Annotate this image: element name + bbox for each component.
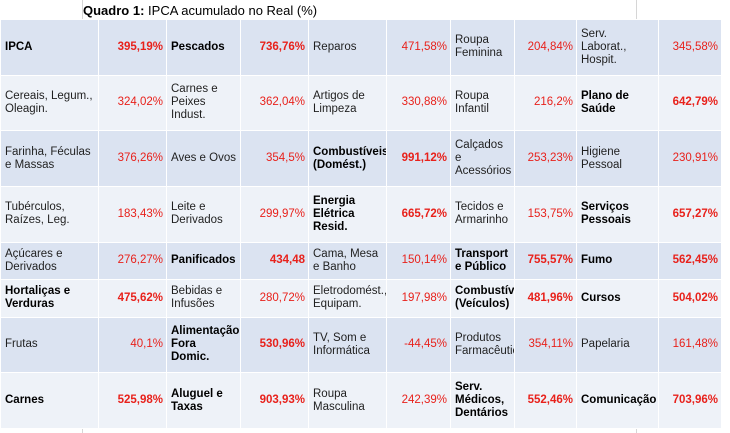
- table-caption: Quadro 1: IPCA acumulado no Real (%): [83, 3, 317, 19]
- table-row: IPCA 395,19% Pescados 736,76% Reparos 471,58%…: [0, 19, 722, 76]
- category-name: Carnes e Peixes Indust.: [166, 74, 241, 132]
- category-value: 150,14%: [386, 241, 451, 281]
- category-value: 552,46%: [514, 372, 577, 429]
- category-value: 991,12%: [386, 130, 451, 187]
- category-name: Artigos de Limpeza: [308, 74, 387, 132]
- category-name: Açúcares e Derivados: [0, 241, 99, 281]
- caption-label: Quadro 1:: [83, 3, 145, 18]
- category-name: Roupa Feminina: [450, 19, 515, 76]
- table-row: Tubérculos, Raízes, Leg. 183,43% Leite e D…: [0, 185, 722, 243]
- category-value: 253,23%: [514, 130, 577, 187]
- category-name: Plano de Saúde: [576, 74, 659, 132]
- category-value: 183,43%: [98, 185, 167, 243]
- category-value: 330,88%: [386, 74, 451, 132]
- category-name: Calçados e Acessórios: [450, 130, 515, 187]
- category-value: 642,79%: [658, 74, 722, 132]
- category-name: Carnes: [0, 372, 99, 429]
- category-name: TV, Som e Informática: [308, 316, 387, 374]
- ipca-table: IPCA 395,19% Pescados 736,76% Reparos 471,58%…: [0, 19, 722, 429]
- category-name: Eletrodomést., Equipam.: [308, 279, 387, 318]
- category-name: Combustíveis (Domést.): [308, 130, 387, 187]
- category-value: 376,26%: [98, 130, 167, 187]
- category-name: Alimentação Fora Domic.: [166, 316, 241, 374]
- category-name: Roupa Masculina: [308, 372, 387, 429]
- category-value: 362,04%: [240, 74, 309, 132]
- category-name: Tecidos e Armarinho: [450, 185, 515, 243]
- category-value: 324,02%: [98, 74, 167, 132]
- category-name: Aves e Ovos: [166, 130, 241, 187]
- category-value: 481,96%: [514, 279, 577, 318]
- category-value: 471,58%: [386, 19, 451, 76]
- category-name: Serviços Pessoais: [576, 185, 659, 243]
- category-name: Cursos: [576, 279, 659, 318]
- category-name: Serv. Laborat., Hospit.: [576, 19, 659, 76]
- category-value: 280,72%: [240, 279, 309, 318]
- category-name: Energia Elétrica Resid.: [308, 185, 387, 243]
- category-name: Leite e Derivados: [166, 185, 241, 243]
- category-value: 299,97%: [240, 185, 309, 243]
- category-value: 354,5%: [240, 130, 309, 187]
- category-value: 40,1%: [98, 316, 167, 374]
- caption-text: IPCA acumulado no Real (%): [148, 3, 318, 18]
- category-value: 354,11%: [514, 316, 577, 374]
- category-name: IPCA: [0, 19, 99, 76]
- table-row: Carnes 525,98% Aluguel e Taxas 903,93% Roupa…: [0, 372, 722, 429]
- table-row: Farinha, Féculas e Massas 376,26% Aves e O…: [0, 130, 722, 187]
- category-name: Cereais, Legum., Oleagin.: [0, 74, 99, 132]
- category-value: 345,58%: [658, 19, 722, 76]
- category-value: 204,84%: [514, 19, 577, 76]
- category-value: 230,91%: [658, 130, 722, 187]
- category-name: Roupa Infantil: [450, 74, 515, 132]
- category-value: 530,96%: [240, 316, 309, 374]
- category-value: 242,39%: [386, 372, 451, 429]
- category-name: Reparos: [308, 19, 387, 76]
- category-name: Comunicação: [576, 372, 659, 429]
- category-name: Tubérculos, Raízes, Leg.: [0, 185, 99, 243]
- category-name: Serv. Médicos, Dentários: [450, 372, 515, 429]
- category-name: Produtos Farmacêuticos: [450, 316, 515, 374]
- category-name: Cama, Mesa e Banho: [308, 241, 387, 281]
- category-name: Combustíveis (Veículos): [450, 279, 515, 318]
- category-value: 657,27%: [658, 185, 722, 243]
- category-value: 197,98%: [386, 279, 451, 318]
- category-name: Aluguel e Taxas: [166, 372, 241, 429]
- category-value: 562,45%: [658, 241, 722, 281]
- category-value: 153,75%: [514, 185, 577, 243]
- category-value: 276,27%: [98, 241, 167, 281]
- category-name: Higiene Pessoal: [576, 130, 659, 187]
- category-value: 755,57%: [514, 241, 577, 281]
- category-value: 475,62%: [98, 279, 167, 318]
- table-row: Açúcares e Derivados 276,27% Panificados 43…: [0, 241, 722, 281]
- category-value: 736,76%: [240, 19, 309, 76]
- table-row: Frutas 40,1% Alimentação Fora Domic. 530,96…: [0, 316, 722, 374]
- table-row: Hortaliças e Verduras 475,62% Bebidas e In…: [0, 279, 722, 318]
- category-value: 216,2%: [514, 74, 577, 132]
- category-name: Fumo: [576, 241, 659, 281]
- category-value: 434,48: [240, 241, 309, 281]
- category-name: Frutas: [0, 316, 99, 374]
- category-name: Transport e Público: [450, 241, 515, 281]
- category-name: Panificados: [166, 241, 241, 281]
- category-value: 703,96%: [658, 372, 722, 429]
- category-value: 504,02%: [658, 279, 722, 318]
- category-name: Papelaria: [576, 316, 659, 374]
- category-value: 161,48%: [658, 316, 722, 374]
- category-value: 665,72%: [386, 185, 451, 243]
- category-name: Pescados: [166, 19, 241, 76]
- category-value: 525,98%: [98, 372, 167, 429]
- category-name: Farinha, Féculas e Massas: [0, 130, 99, 187]
- category-name: Bebidas e Infusões: [166, 279, 241, 318]
- table-row: Cereais, Legum., Oleagin. 324,02% Carnes e…: [0, 74, 722, 132]
- category-value: 395,19%: [98, 19, 167, 76]
- category-value: -44,45%: [386, 316, 451, 374]
- category-value: 903,93%: [240, 372, 309, 429]
- category-name: Hortaliças e Verduras: [0, 279, 99, 318]
